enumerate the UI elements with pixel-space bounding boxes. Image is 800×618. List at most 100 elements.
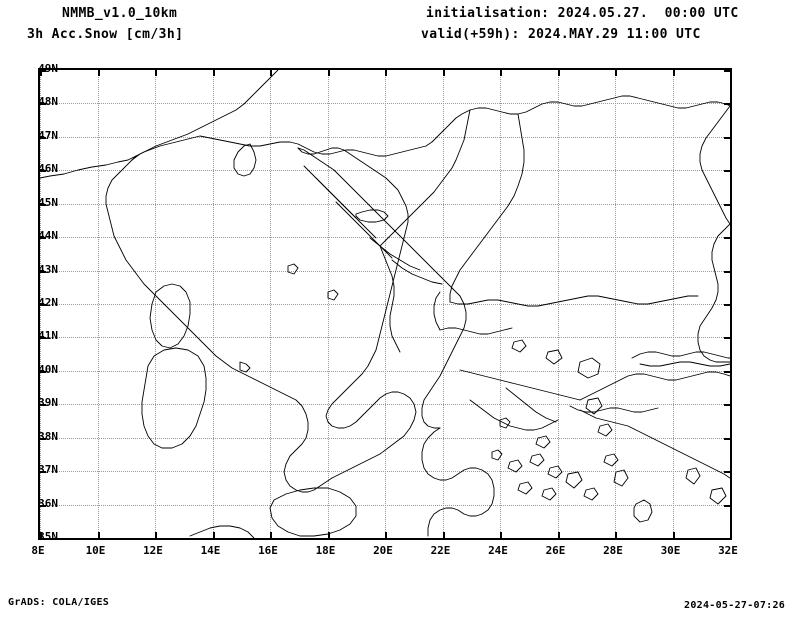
border-austria-germany [132, 70, 278, 160]
border-bulgaria-greece [450, 296, 698, 306]
peninsula-istria [234, 144, 256, 176]
ytick-43N [40, 270, 46, 273]
valid-time: valid(+59h): 2024.MAY.29 11:00 UTC [421, 27, 701, 42]
ytick-36N [724, 504, 730, 507]
island-cyclades-8 [536, 436, 550, 448]
ytick-49N [40, 70, 46, 72]
xlabel-26E: 26E [545, 544, 566, 557]
ylabel-46N: 46N [38, 162, 58, 176]
ytick-48N [40, 103, 46, 106]
island-karpathos [614, 470, 628, 486]
xtick-14E [212, 70, 215, 76]
xtick-12E [155, 532, 157, 538]
island-sardinia [142, 348, 206, 448]
xtick-30E [672, 532, 675, 538]
island-chios [586, 398, 602, 414]
ylabel-39N: 39N [38, 396, 58, 410]
coast-turkey-marmara-south [580, 372, 730, 400]
xlabel-24E: 24E [488, 544, 508, 557]
ytick-41N [724, 337, 730, 340]
ylabel-47N: 47N [38, 128, 58, 142]
island-cyclades-3 [530, 454, 544, 466]
xtick-16E [270, 532, 272, 538]
island-cyclades-4 [548, 466, 562, 478]
ylabel-45N: 45N [38, 195, 58, 209]
xtick-8E [40, 70, 42, 76]
xtick-20E [385, 70, 387, 76]
ytick-40N [724, 370, 730, 373]
xlabel-16E: 16E [258, 544, 278, 557]
coast-greece-attica [470, 400, 558, 430]
xtick-32E [730, 532, 732, 538]
xlabel-22E: 22E [430, 544, 451, 557]
island-se-2 [710, 488, 726, 504]
border-romania-bulgaria [450, 114, 524, 302]
xtick-20E [385, 532, 387, 538]
xtick-18E [327, 70, 330, 76]
ylabel-40N: 40N [38, 362, 58, 376]
island-adriatic-2 [328, 290, 338, 300]
xlabel-28E: 28E [603, 544, 623, 557]
border-north-macedonia-greece [440, 328, 512, 334]
island-adriatic-1 [288, 264, 298, 274]
coastline-vector-layer [40, 70, 730, 538]
grads-credit: GrADS: COLA/IGES [8, 597, 110, 608]
initialisation-time: initialisation: 2024.05.27. 00:00 UTC [426, 6, 739, 21]
ytick-37N [40, 471, 46, 474]
island-cyclades-7 [584, 488, 598, 500]
xlabel-30E: 30E [660, 544, 681, 557]
ylabel-49N: 49N [38, 62, 58, 75]
map-plot-frame [38, 68, 732, 540]
ylabel-44N: 44N [38, 229, 58, 243]
island-limnos [546, 350, 562, 364]
ylabel-35N: 35N [38, 530, 58, 543]
xtick-22E [442, 70, 445, 76]
ytick-43N [724, 270, 730, 273]
ytick-39N [40, 404, 46, 407]
coast-albania [422, 296, 466, 428]
xlabel-8E: 8E [31, 544, 45, 557]
coast-north-africa [190, 526, 254, 538]
ylabel-41N: 41N [38, 329, 58, 343]
islands-dalmatia-chain-5 [392, 260, 442, 284]
ytick-48N [724, 103, 730, 106]
ytick-35N [724, 538, 730, 540]
xtick-24E [500, 532, 502, 538]
xlabel-10E: 10E [85, 544, 106, 557]
xtick-24E [500, 70, 502, 76]
coast-turkey-aegean [580, 410, 730, 478]
lake-balaton [356, 210, 388, 222]
coast-greece-west-peloponnese [422, 428, 494, 536]
ytick-42N [724, 304, 730, 306]
coast-sea-of-marmara [640, 362, 730, 366]
islands-dalmatia-chain-2 [316, 178, 356, 218]
model-title: NMMB_v1.0_10km [62, 6, 178, 21]
ytick-46N [724, 170, 730, 173]
island-lesvos [578, 358, 600, 378]
ylabel-38N: 38N [38, 429, 58, 443]
ytick-39N [724, 404, 730, 407]
islands-dalmatia-chain-3 [336, 202, 392, 258]
island-skyros [500, 418, 510, 428]
ytick-38N [40, 437, 46, 440]
ytick-44N [40, 237, 46, 240]
island-kos [604, 454, 618, 466]
ytick-41N [40, 337, 46, 340]
xtick-32E [730, 70, 732, 76]
island-evia [506, 388, 556, 422]
island-cyclades-2 [508, 460, 522, 472]
xlabel-20E: 20E [373, 544, 393, 557]
coast-italy-west [106, 156, 332, 492]
xtick-8E [40, 532, 42, 538]
xtick-26E [557, 532, 560, 538]
ytick-42N [40, 304, 46, 306]
ylabel-36N: 36N [38, 496, 58, 510]
coast-black-sea-north [700, 106, 730, 224]
xlabel-12E: 12E [143, 544, 163, 557]
island-se-1 [686, 468, 700, 484]
xtick-10E [97, 532, 100, 538]
ylabel-48N: 48N [38, 95, 58, 109]
lake-trasimeno [240, 362, 250, 372]
island-cyclades-6 [542, 488, 556, 500]
field-title: 3h Acc.Snow [cm/3h] [27, 27, 184, 42]
